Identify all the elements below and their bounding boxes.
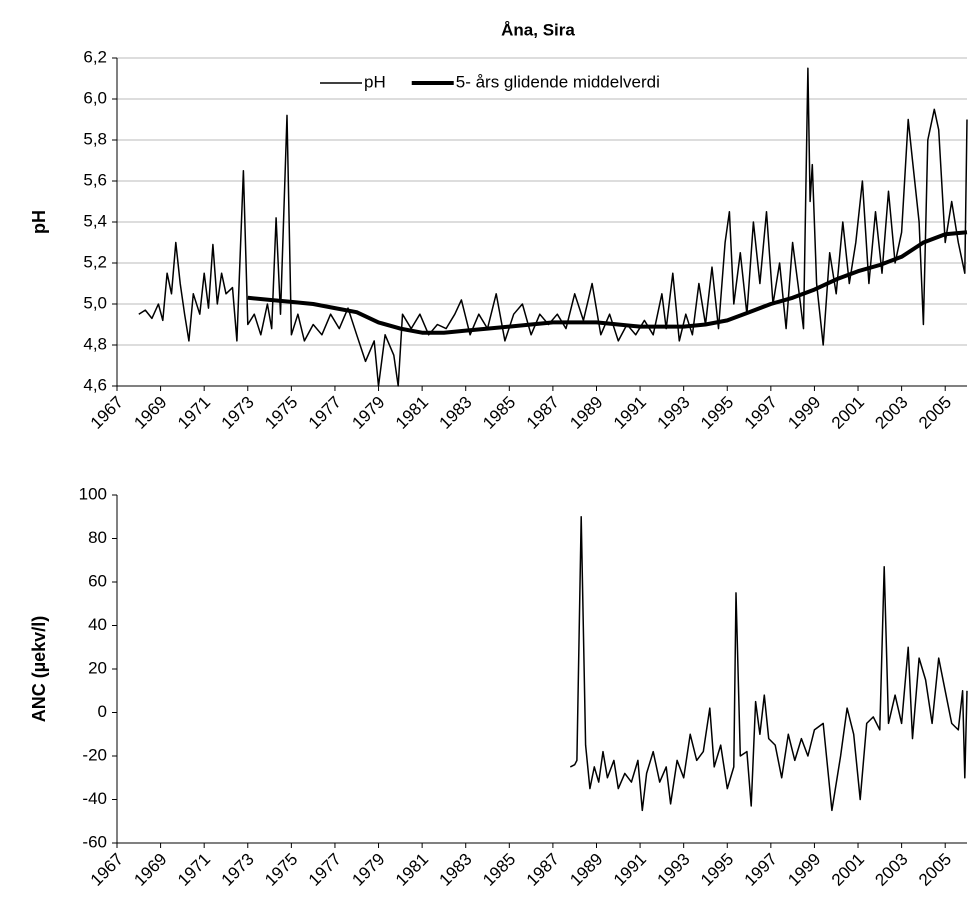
x-tick-label: 1969 — [130, 850, 170, 890]
x-tick-label: 1979 — [348, 393, 388, 433]
y-tick-label: 5,4 — [83, 211, 107, 230]
x-tick-label: 2003 — [871, 850, 911, 890]
x-tick-label: 1983 — [436, 850, 476, 890]
x-tick-label: 1985 — [479, 850, 519, 890]
x-tick-label: 1991 — [610, 850, 650, 890]
chart-title: Åna, Sira — [501, 20, 575, 39]
x-tick-label: 1971 — [174, 850, 214, 890]
x-tick-label: 2001 — [828, 850, 868, 890]
x-tick-label: 1975 — [261, 393, 301, 433]
y-tick-label: 5,0 — [83, 293, 107, 312]
y-axis-label: ANC (µekv/l) — [29, 616, 49, 722]
data-line — [138, 67, 968, 387]
y-axis-label: pH — [29, 210, 49, 234]
y-tick-label: 5,6 — [83, 170, 107, 189]
data-line — [247, 230, 968, 335]
x-tick-label: 2003 — [871, 393, 911, 433]
y-tick-label: -20 — [82, 745, 107, 764]
legend-label: 5- års glidende middelverdi — [456, 72, 660, 91]
x-tick-label: 1973 — [218, 850, 258, 890]
x-tick-label: 1973 — [218, 393, 258, 433]
y-tick-label: 20 — [88, 658, 107, 677]
y-tick-label: 6,0 — [83, 88, 107, 107]
x-tick-label: 1971 — [174, 393, 214, 433]
x-tick-label: 1993 — [653, 850, 693, 890]
x-tick-label: 1995 — [697, 850, 737, 890]
x-tick-label: 1989 — [566, 850, 606, 890]
x-tick-label: 1989 — [566, 393, 606, 433]
y-tick-label: 80 — [88, 528, 107, 547]
y-tick-label: 5,8 — [83, 129, 107, 148]
x-tick-label: 1997 — [741, 850, 781, 890]
x-tick-label: 1979 — [348, 850, 388, 890]
x-tick-label: 2001 — [828, 393, 868, 433]
data-line — [569, 516, 968, 812]
x-tick-label: 1977 — [305, 850, 345, 890]
x-tick-label: 1967 — [87, 850, 127, 890]
y-tick-label: 4,8 — [83, 334, 107, 353]
x-tick-label: 1987 — [523, 393, 563, 433]
x-tick-label: 1967 — [87, 393, 127, 433]
y-tick-label: 5,2 — [83, 252, 107, 271]
x-tick-label: 1981 — [392, 850, 432, 890]
y-tick-label: 4,6 — [83, 375, 107, 394]
x-tick-label: 1993 — [653, 393, 693, 433]
x-tick-label: 1985 — [479, 393, 519, 433]
x-tick-label: 1987 — [523, 850, 563, 890]
y-tick-label: 60 — [88, 571, 107, 590]
x-tick-label: 1981 — [392, 393, 432, 433]
x-tick-label: 1995 — [697, 393, 737, 433]
y-tick-label: 6,2 — [83, 47, 107, 66]
legend-box — [290, 68, 752, 98]
y-tick-label: 40 — [88, 615, 107, 634]
x-tick-label: 2005 — [915, 850, 955, 890]
legend-label: pH — [364, 72, 386, 91]
y-tick-label: -40 — [82, 789, 107, 808]
x-tick-label: 1969 — [130, 393, 170, 433]
y-tick-label: -60 — [82, 832, 107, 851]
x-tick-label: 1999 — [784, 850, 824, 890]
x-tick-label: 1975 — [261, 850, 301, 890]
y-tick-label: 0 — [98, 702, 107, 721]
x-tick-label: 1991 — [610, 393, 650, 433]
x-tick-label: 1983 — [436, 393, 476, 433]
x-tick-label: 1999 — [784, 393, 824, 433]
x-tick-label: 2005 — [915, 393, 955, 433]
y-tick-label: 100 — [79, 484, 107, 503]
x-tick-label: 1977 — [305, 393, 345, 433]
x-tick-label: 1997 — [741, 393, 781, 433]
